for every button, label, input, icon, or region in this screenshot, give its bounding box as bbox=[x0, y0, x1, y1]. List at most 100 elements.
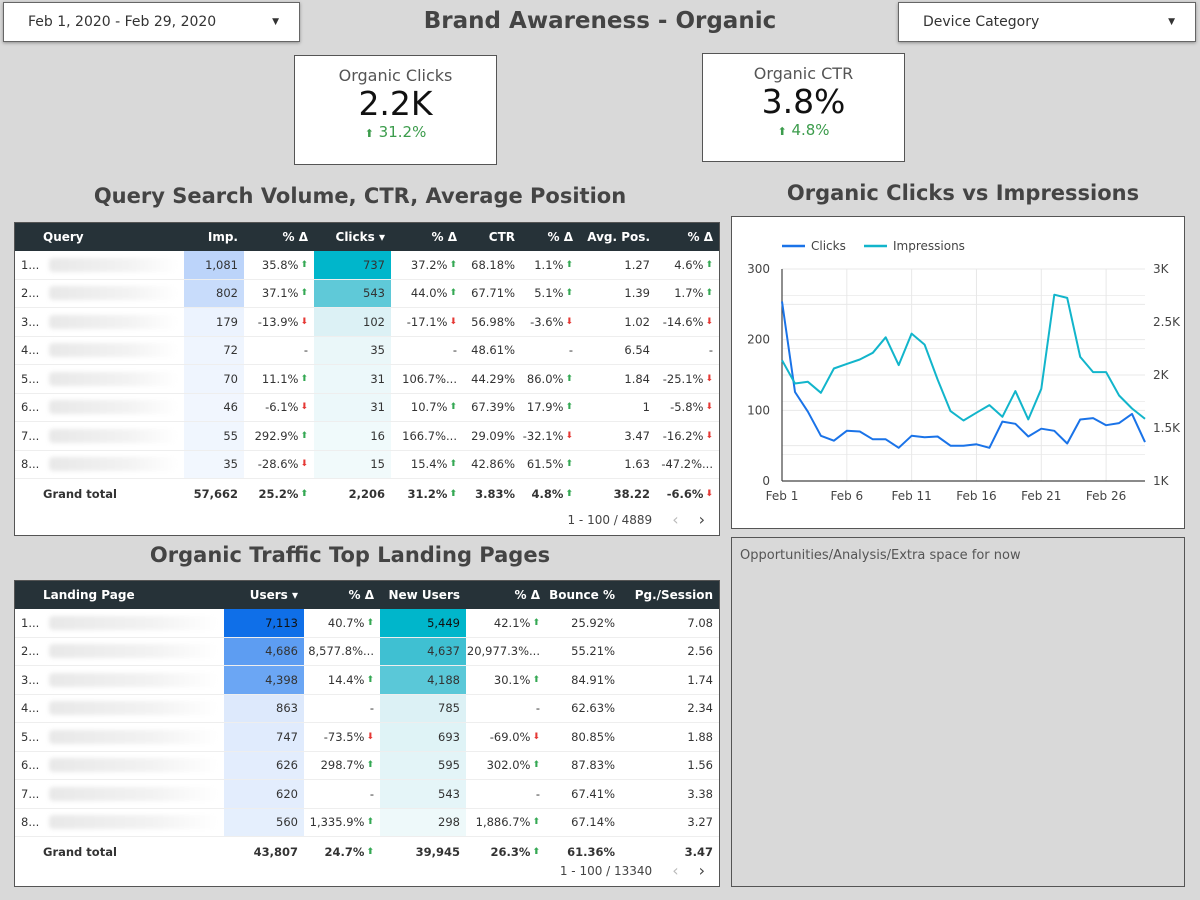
table-row[interactable]: 2... 4,686 8,577.8%... 4,637 20,977.3%... 55.… bbox=[15, 637, 719, 666]
column-header-query[interactable]: Query bbox=[15, 230, 184, 244]
date-range-value: Feb 1, 2020 - Feb 29, 2020 bbox=[28, 14, 217, 30]
date-range-picker[interactable]: Feb 1, 2020 - Feb 29, 2020 ▼ bbox=[3, 2, 300, 42]
blurred-label bbox=[43, 809, 224, 837]
row-number: 1... bbox=[15, 251, 43, 279]
scorecard-organic-ctr: Organic CTR 3.8% ⬆ 4.8% bbox=[702, 53, 905, 162]
arrow-up-icon: ⬆ bbox=[366, 617, 374, 628]
table-header: Query Imp. % Δ Clicks ▾ % Δ CTR % Δ Avg. Pos. % … bbox=[15, 223, 719, 251]
redacted-text bbox=[49, 286, 178, 301]
scorecard-label: Organic CTR bbox=[753, 64, 854, 83]
users-text: 626 bbox=[276, 758, 298, 773]
blurred-label bbox=[43, 251, 184, 279]
scorecard-delta-value: 31.2% bbox=[378, 123, 427, 141]
column-header-pages-per-session[interactable]: Pg./Session bbox=[621, 588, 719, 602]
line-chart-svg: Feb 1 Feb 6 Feb 11 Feb 16 Feb 21 Feb 26 0 100 20… bbox=[747, 239, 1181, 503]
table-row[interactable]: 6... 626 298.7% ⬆ 595 302.0% ⬆ 87.83% 1.56 bbox=[15, 751, 719, 780]
chevron-left-icon[interactable]: ‹ bbox=[672, 510, 679, 529]
column-header-new-users-delta[interactable]: % Δ bbox=[466, 588, 546, 602]
avg-position-text: 1 bbox=[642, 400, 650, 415]
users: 43,807 bbox=[224, 837, 304, 867]
table-row[interactable]: 7... 620 - 543 - 67.41% 3.38 bbox=[15, 780, 719, 809]
arrow-up-icon: ⬆ bbox=[449, 259, 457, 270]
bounce-rate-text: 61.36% bbox=[567, 845, 615, 859]
column-header-avg-position-delta[interactable]: % Δ bbox=[656, 230, 719, 244]
impressions: 55 bbox=[184, 422, 244, 450]
table-row[interactable]: 1... 7,113 40.7% ⬆ 5,449 42.1% ⬆ 25.92% 7.08 bbox=[15, 609, 719, 638]
arrow-up-icon: ⬆ bbox=[449, 489, 457, 499]
table-row[interactable]: 2... 802 37.1% ⬆ 543 44.0% ⬆ 67.71% 5.1% ⬆ 1.39 1.7… bbox=[15, 279, 719, 308]
users-text: 620 bbox=[276, 786, 298, 801]
column-header-landing-page[interactable]: Landing Page bbox=[15, 588, 224, 602]
table-row[interactable]: 8... 35 -28.6% ⬇ 15 15.4% ⬆ 42.86% 61.5% ⬆ 1.63 -47… bbox=[15, 450, 719, 479]
column-header-ctr-delta[interactable]: % Δ bbox=[521, 230, 579, 244]
users: 747 bbox=[224, 723, 304, 751]
ctr: 67.71% bbox=[463, 280, 521, 308]
column-header-ctr[interactable]: CTR bbox=[463, 230, 521, 244]
clicks-delta: 106.7%... bbox=[391, 365, 463, 393]
column-header-clicks-delta[interactable]: % Δ bbox=[391, 230, 463, 244]
redacted-text bbox=[49, 615, 218, 630]
avg-position-delta-text: -5.8% bbox=[670, 400, 704, 415]
table-row[interactable]: 1... 1,081 35.8% ⬆ 737 37.2% ⬆ 68.18% 1.1% ⬆ 1.27 4… bbox=[15, 251, 719, 280]
device-category-filter[interactable]: Device Category ▼ bbox=[898, 2, 1196, 42]
column-header-users-delta[interactable]: % Δ bbox=[304, 588, 380, 602]
impressions-delta: 25.2% ⬆ bbox=[244, 479, 314, 509]
row-number: 5... bbox=[15, 365, 43, 393]
y-right-tick-label: 2.5K bbox=[1153, 315, 1181, 329]
chevron-right-icon[interactable]: › bbox=[698, 861, 705, 880]
ctr-delta-text: 5.1% bbox=[534, 286, 564, 301]
pages-per-session: 1.56 bbox=[621, 752, 719, 780]
column-header-users[interactable]: Users ▾ bbox=[224, 588, 304, 602]
bounce-rate-text: 55.21% bbox=[571, 644, 615, 659]
clicks-delta-text: 31.2% bbox=[407, 487, 448, 501]
new-users-text: 595 bbox=[438, 758, 460, 773]
pages-per-session: 1.88 bbox=[621, 723, 719, 751]
column-header-impressions[interactable]: Imp. bbox=[184, 230, 244, 244]
users-delta: 1,335.9% ⬆ bbox=[304, 809, 380, 837]
column-header-bounce-rate[interactable]: Bounce % bbox=[546, 588, 621, 602]
table-row[interactable]: 7... 55 292.9% ⬆ 16 166.7%... 29.09% -32.1% ⬇ 3.4… bbox=[15, 422, 719, 451]
clicks: 15 bbox=[314, 450, 391, 478]
table-row[interactable]: 3... 179 -13.9% ⬇ 102 -17.1% ⬇ 56.98% -3.6% ⬇ 1.02… bbox=[15, 308, 719, 337]
table-row[interactable]: 4... 863 - 785 - 62.63% 2.34 bbox=[15, 694, 719, 723]
impressions: 70 bbox=[184, 365, 244, 393]
pagination-label: 1 - 100 / 13340 bbox=[559, 863, 653, 878]
y-left-tick-label: 0 bbox=[762, 474, 770, 488]
users-delta: 8,577.8%... bbox=[304, 638, 380, 666]
clicks-delta: 166.7%... bbox=[391, 422, 463, 450]
ctr-delta-text: 61.5% bbox=[526, 457, 564, 472]
column-header-users-delta-text: % Δ bbox=[348, 588, 375, 602]
users-text: 560 bbox=[276, 815, 298, 830]
new-users: 298 bbox=[380, 808, 466, 836]
table-row[interactable]: 4... 72-35-48.61% -6.54- bbox=[15, 336, 719, 365]
chevron-right-icon[interactable]: › bbox=[698, 510, 705, 529]
bounce-rate: 61.36% bbox=[546, 837, 621, 867]
table-row[interactable]: 6... 46 -6.1% ⬇ 31 10.7% ⬆ 67.39% 17.9% ⬆ 1 -5.8% ⬇ bbox=[15, 393, 719, 422]
avg-position-text: 3.47 bbox=[624, 428, 650, 443]
arrow-down-icon: ⬇ bbox=[366, 731, 374, 742]
new-users-delta: - bbox=[466, 695, 546, 723]
table-row[interactable]: 5... 747 -73.5% ⬇ 693 -69.0% ⬇ 80.85% 1.88 bbox=[15, 723, 719, 752]
x-tick-label: Feb 1 bbox=[766, 489, 799, 503]
row-number-text: 7... bbox=[21, 428, 40, 443]
column-header-avg-position[interactable]: Avg. Pos. bbox=[579, 230, 656, 244]
chevron-left-icon[interactable]: ‹ bbox=[672, 861, 679, 880]
ctr-text: 48.61% bbox=[471, 343, 515, 358]
ctr-text: 29.09% bbox=[471, 428, 515, 443]
clicks-text: 35 bbox=[370, 343, 385, 358]
impressions-delta-text: 35.8% bbox=[261, 257, 299, 272]
clicks: 35 bbox=[314, 336, 391, 364]
arrow-up-icon: ⬆ bbox=[449, 402, 457, 413]
table-row[interactable]: 8... 560 1,335.9% ⬆ 298 1,886.7% ⬆ 67.14% 3.27 bbox=[15, 808, 719, 837]
impressions-delta: -13.9% ⬇ bbox=[244, 308, 314, 336]
arrow-up-icon: ⬆ bbox=[449, 288, 457, 299]
column-header-impressions-delta[interactable]: % Δ bbox=[244, 230, 314, 244]
table-row[interactable]: 5... 70 11.1% ⬆ 31 106.7%... 44.29% 86.0% ⬆ 1.84-… bbox=[15, 365, 719, 394]
y-left-tick-label: 200 bbox=[747, 333, 770, 347]
column-header-clicks[interactable]: Clicks ▾ bbox=[314, 230, 391, 244]
bounce-rate: 87.83% bbox=[546, 752, 621, 780]
new-users: 4,637 bbox=[380, 637, 466, 665]
bounce-rate-text: 67.14% bbox=[571, 815, 615, 830]
table-row[interactable]: 3... 4,398 14.4% ⬆ 4,188 30.1% ⬆ 84.91% 1.74 bbox=[15, 666, 719, 695]
column-header-new-users[interactable]: New Users bbox=[380, 588, 466, 602]
